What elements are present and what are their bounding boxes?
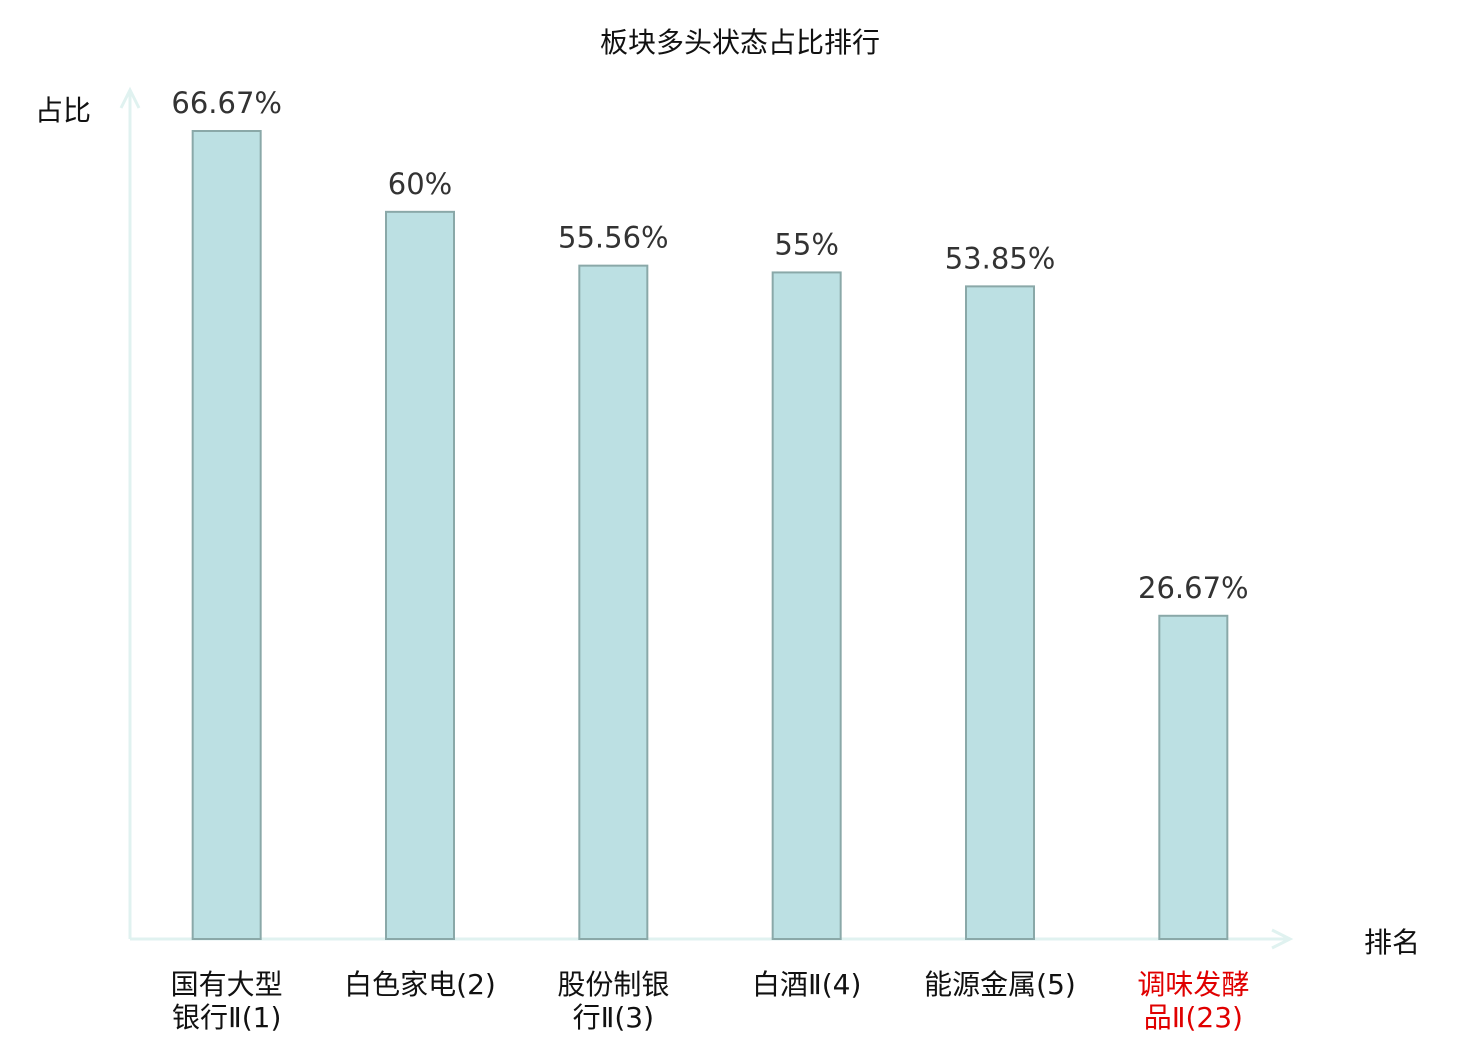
bar [191,130,262,940]
y-axis-arrow [119,86,141,109]
bar [771,271,842,940]
x-tick-label: 股份制银行Ⅱ(3) [557,968,669,1034]
y-axis-label: 占比 [35,94,91,127]
x-axis-arrow [1271,928,1294,950]
bars: 66.67% 国有大型银行Ⅱ(1) 60% 白色家电(2) 55.56% 股份制银行Ⅱ(3… [171,86,1250,1034]
bar [578,264,649,940]
data-label: 55% [774,227,838,261]
x-axis-label: 排名 [1364,926,1420,959]
data-label: 53.85% [945,241,1056,275]
x-tick-label: 能源金属(5) [924,968,1076,1001]
bar [965,285,1035,941]
x-tick-label: 国有大型银行Ⅱ(1) [171,968,283,1034]
x-tick-label: 调味发酵品Ⅱ(23) [1137,968,1249,1034]
chart-title: 板块多头状态占比排行 [600,26,880,59]
bar [1158,614,1229,940]
data-label: 66.67% [171,86,282,120]
axes [119,86,1294,950]
x-tick-label: 白酒Ⅱ(4) [752,968,861,1001]
data-label: 55.56% [558,221,669,255]
bar [385,210,455,940]
data-label: 60% [388,167,452,201]
x-tick-label: 白色家电(2) [344,968,496,1001]
data-label: 26.67% [1138,571,1249,605]
